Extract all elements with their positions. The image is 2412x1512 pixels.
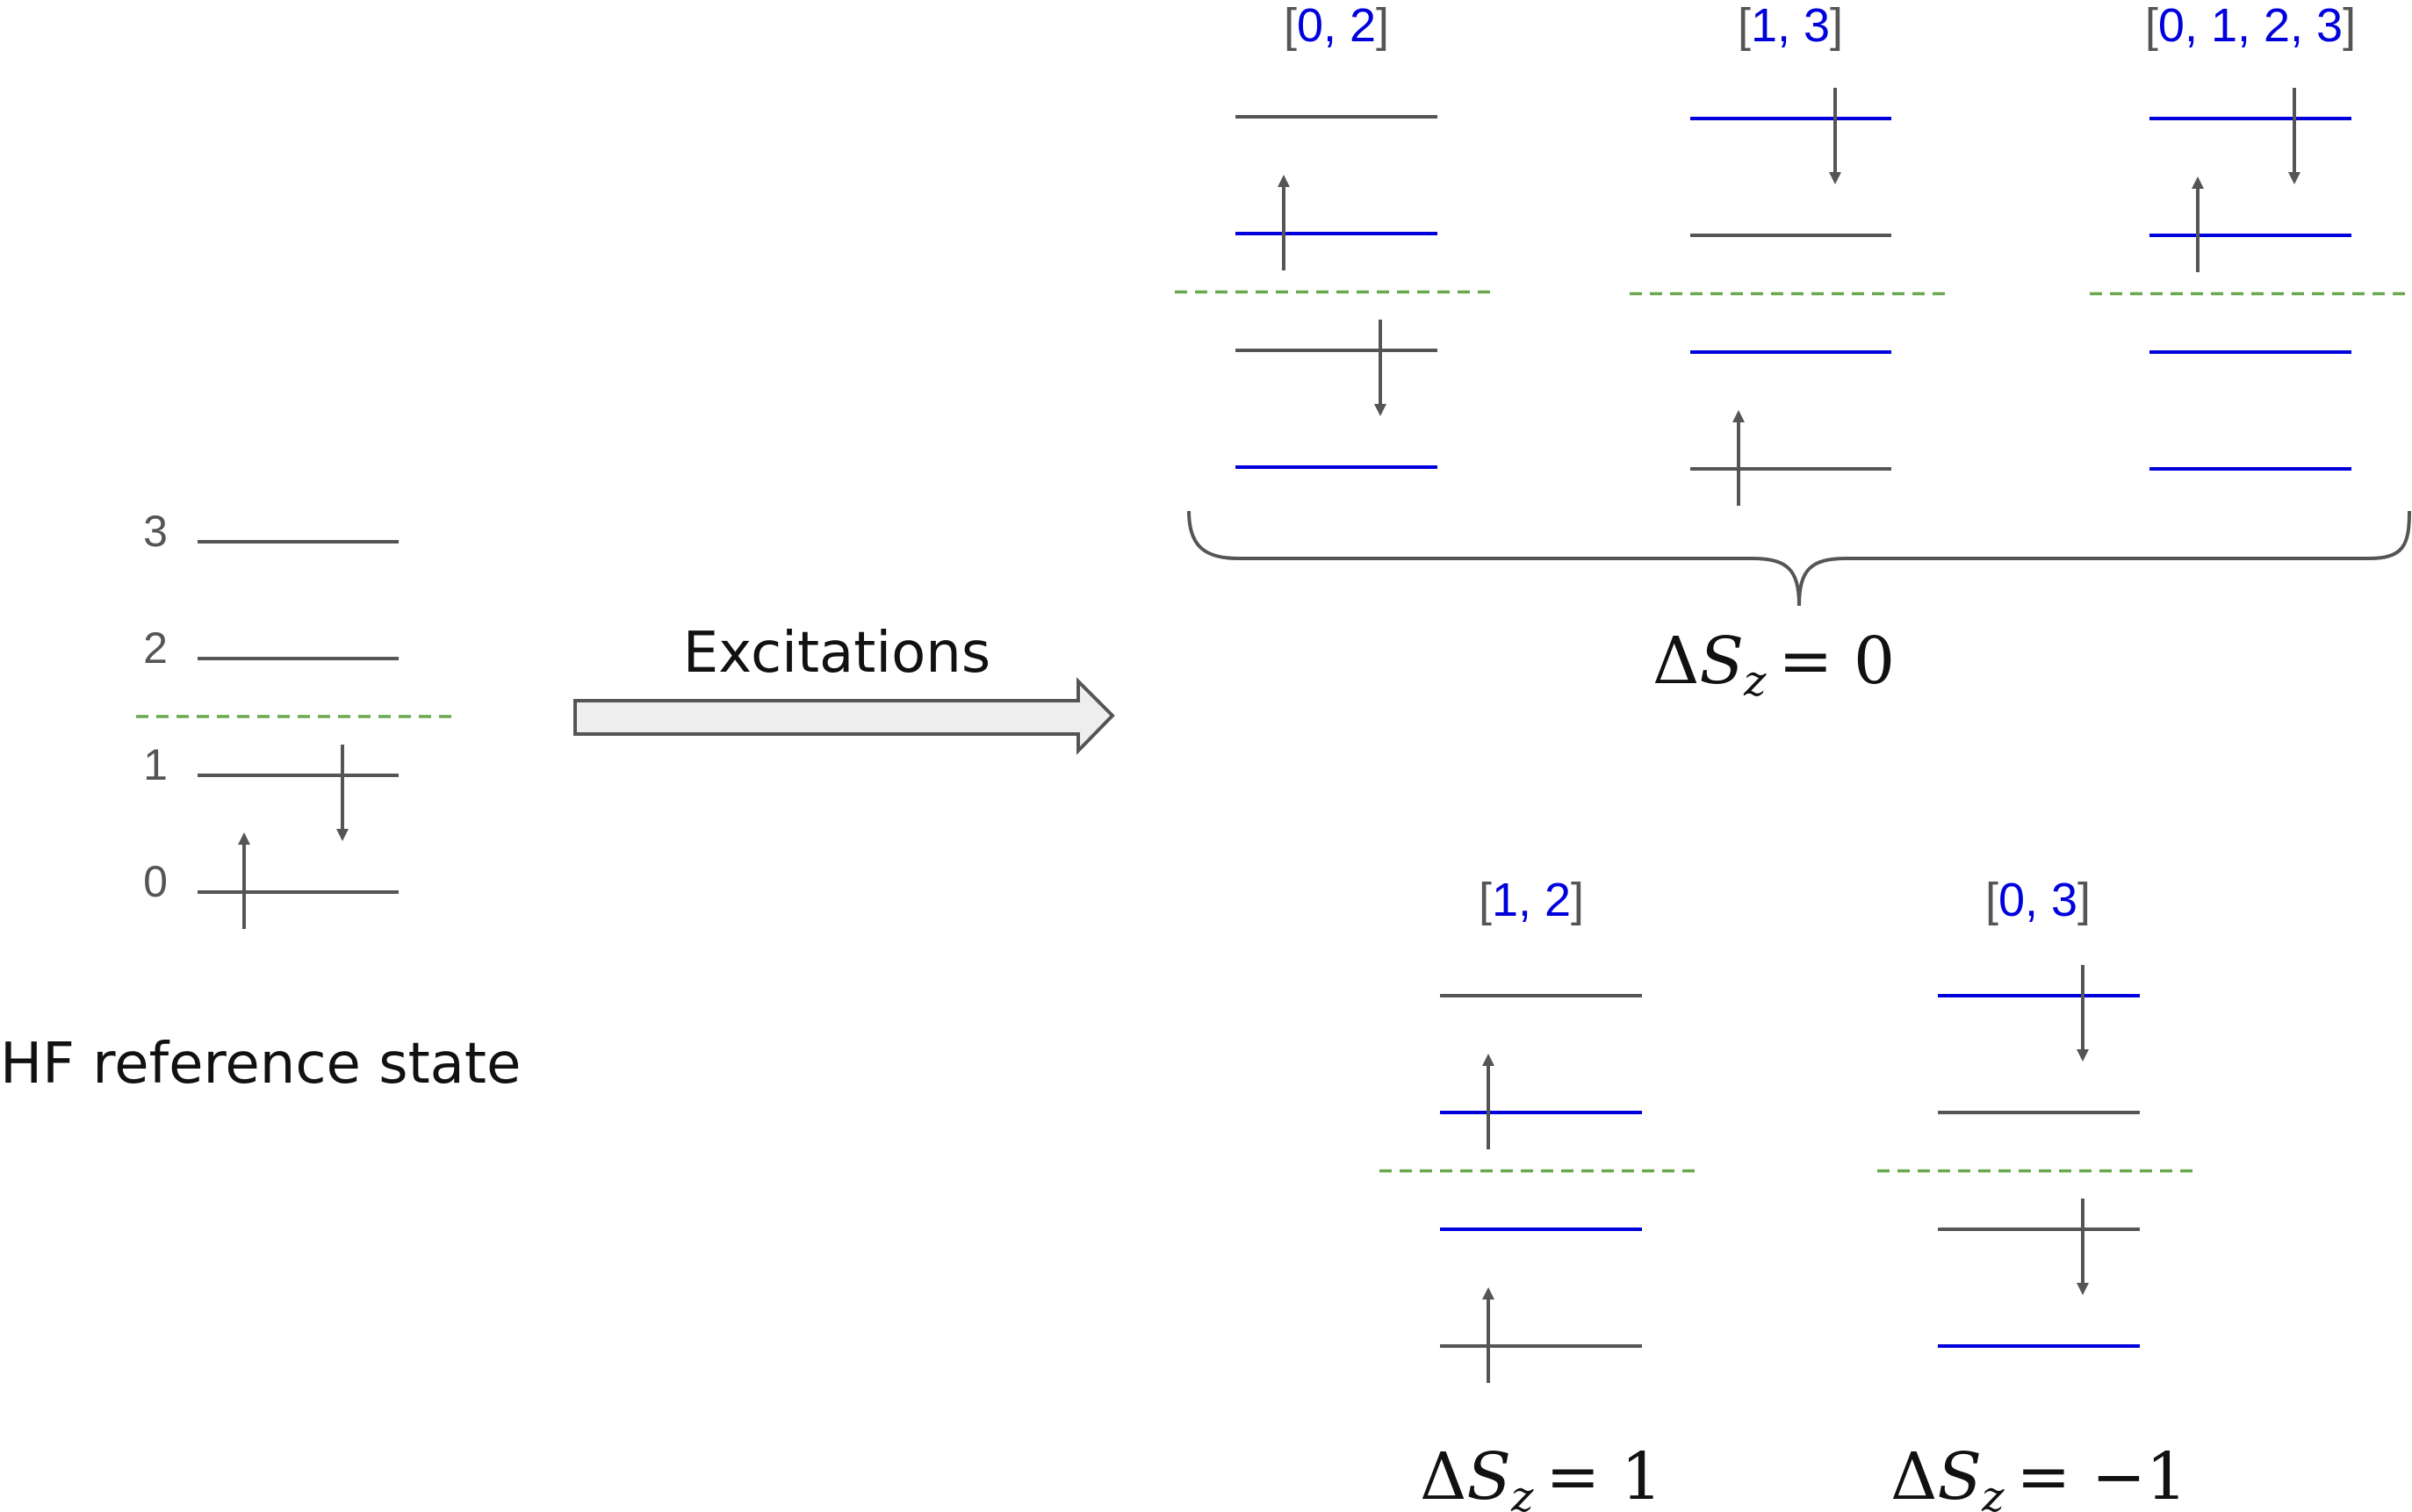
level-label-2: 2 (143, 623, 168, 673)
configuration-1-2: [1, 2] (1379, 874, 1697, 1383)
level-label-0: 0 (143, 857, 168, 906)
configuration-index-label: [0, 2] (1284, 0, 1389, 52)
configuration-1-3: [1, 3] (1630, 0, 1948, 506)
delta-sz-0-brace (1187, 510, 2411, 607)
configuration-0-2: [0, 2] (1175, 0, 1493, 469)
delta-sz-1-label: ΔSz = 1 (1420, 1439, 1662, 1512)
delta-sz-minus-1-label: ΔSz = −1 (1890, 1439, 2187, 1512)
configuration-index-label: [0, 1, 2, 3] (2145, 0, 2356, 52)
configuration-index-label: [1, 3] (1738, 0, 1843, 52)
configuration-index-label: [1, 2] (1479, 874, 1584, 926)
block-arrow (573, 677, 1115, 755)
configuration-0-1-2-3: [0, 1, 2, 3] (2090, 0, 2408, 471)
delta-sz-0-label: ΔSz = 0 (1652, 623, 1895, 706)
hf-reference-caption: HF reference state (0, 1032, 521, 1097)
configuration-0-3: [0, 3] (1877, 874, 2195, 1348)
excited-configurations: [0, 2] [1, 3] [0, 1, 2, 3] [1, 2] [0, 3] (1175, 0, 2408, 1383)
hf-reference-diagram: 3 2 1 0 HF reference state (0, 507, 521, 1097)
level-label-3: 3 (143, 507, 168, 556)
level-label-1: 1 (143, 740, 168, 789)
excitations-arrow-group: Excitations (573, 621, 1115, 755)
excitations-label: Excitations (683, 621, 990, 686)
configuration-index-label: [0, 3] (1985, 874, 2091, 926)
